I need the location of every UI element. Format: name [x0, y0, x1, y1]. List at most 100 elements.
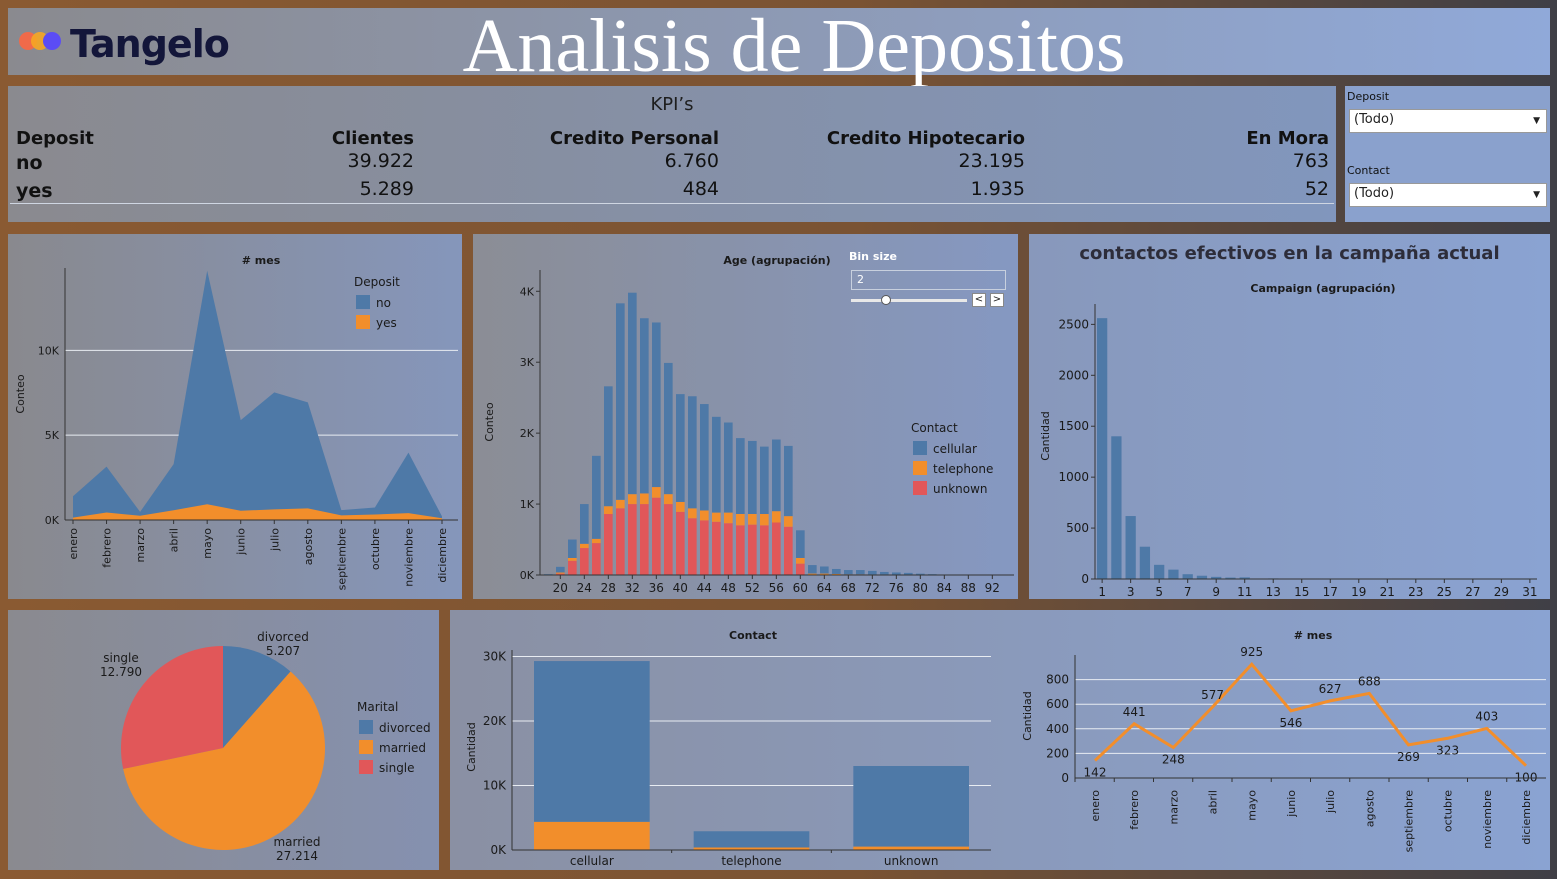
age-bar-cellular — [760, 446, 769, 514]
x-tick-label: 48 — [721, 581, 736, 595]
contact-filter-value: (Todo) — [1354, 186, 1395, 201]
age-bar-cellular — [628, 292, 637, 495]
y-tick-label: 3K — [520, 356, 535, 369]
next-icon[interactable]: > — [990, 293, 1004, 307]
y-axis-label: Cantidad — [465, 722, 478, 771]
age-bar-cellular — [916, 573, 925, 575]
x-tick-label: febrero — [101, 528, 114, 568]
contact-filter-select[interactable]: (Todo) ▼ — [1349, 183, 1547, 207]
age-bar-cellular — [868, 570, 877, 575]
kpi-row-label: yes — [16, 180, 53, 202]
pie-slice-name: married — [273, 835, 320, 849]
legend-swatch — [359, 740, 373, 754]
point-label: 269 — [1397, 750, 1420, 764]
x-tick-label: noviembre — [1481, 790, 1494, 849]
chart-title: # mes — [1294, 629, 1333, 642]
age-bar-telephone — [592, 538, 601, 544]
deposit-filter-select[interactable]: (Todo) ▼ — [1349, 109, 1547, 133]
campaign-bar — [1211, 576, 1222, 579]
x-tick-label: 84 — [937, 581, 952, 595]
age-bar-unknown — [664, 504, 673, 575]
x-tick-label: 28 — [601, 581, 616, 595]
age-bar-telephone — [760, 514, 769, 526]
age-bar-cellular — [808, 565, 817, 574]
x-tick-label: agosto — [302, 528, 315, 565]
pie-slice-name: divorced — [257, 630, 309, 644]
pie-slice-married — [123, 671, 325, 850]
point-label: 403 — [1475, 709, 1498, 723]
age-bar-telephone — [640, 493, 649, 505]
contact-bar-yes — [853, 846, 969, 850]
previous-icon[interactable]: < — [972, 293, 986, 307]
pie-slice-value: 5.207 — [266, 644, 300, 658]
logo-text: Tangelo — [70, 22, 230, 66]
x-tick-label: diciembre — [1520, 790, 1533, 845]
age-bar-cellular — [820, 566, 829, 574]
x-tick-label: 80 — [913, 581, 928, 595]
kpi-value: 23.195 — [958, 150, 1025, 172]
kpi-header-clientes: Clientes — [331, 128, 414, 149]
point-label: 441 — [1123, 705, 1146, 719]
bin-size-input[interactable]: 2 — [851, 270, 1006, 290]
bin-size-slider-track[interactable] — [851, 299, 967, 302]
x-tick-label: 25 — [1437, 585, 1452, 599]
y-tick-label: 800 — [1046, 673, 1069, 687]
y-tick-label: 1500 — [1058, 419, 1089, 433]
y-tick-label: 1K — [520, 498, 535, 511]
y-tick-label: 1000 — [1058, 470, 1089, 484]
contact-bar-no — [693, 831, 810, 848]
age-bar-cellular — [676, 394, 685, 502]
age-bar-telephone — [796, 557, 805, 564]
age-bar-unknown — [676, 511, 685, 575]
x-tick-label: abril — [1207, 790, 1220, 814]
age-bar-cellular — [784, 445, 793, 517]
age-bar-unknown — [724, 523, 733, 575]
bin-size-slider-handle[interactable] — [880, 295, 891, 305]
age-bar-telephone — [652, 487, 661, 498]
y-tick-label: 400 — [1046, 722, 1069, 736]
kpi-value: 1.935 — [970, 178, 1025, 200]
kpi-header-credito-personal: Credito Personal — [549, 128, 719, 149]
contact-bar-chart: Contact Cantidad 0K 10K 20K 30K cellular teleph… — [465, 629, 991, 868]
chevron-down-icon[interactable]: ▼ — [1533, 116, 1540, 126]
point-label: 323 — [1436, 743, 1459, 757]
x-tick-label: 29 — [1494, 585, 1509, 599]
x-tick-label: febrero — [1128, 790, 1141, 830]
age-bar-cellular — [640, 318, 649, 494]
x-tick-label: 21 — [1380, 585, 1395, 599]
chevron-down-icon[interactable]: ▼ — [1533, 190, 1540, 200]
pie-slice-value: 12.790 — [100, 665, 142, 679]
legend-label: single — [379, 761, 415, 775]
pie-slice-name: single — [103, 651, 139, 665]
point-label: 688 — [1358, 674, 1381, 688]
pie-slice-single — [120, 646, 223, 769]
chart-title: Age (agrupación) — [723, 254, 830, 267]
age-bar-telephone — [664, 494, 673, 505]
age-bar-cellular — [904, 572, 913, 575]
bin-size-label: Bin size — [849, 250, 897, 263]
pie-slice-value: 27.214 — [276, 849, 318, 863]
x-tick-label: 88 — [961, 581, 976, 595]
legend-swatch — [913, 481, 927, 495]
kpi-value: 52 — [1304, 178, 1329, 200]
age-bar-cellular — [724, 422, 733, 513]
age-bar-unknown — [628, 504, 637, 575]
age-bar-cellular — [856, 570, 865, 575]
legend-swatch — [359, 760, 373, 774]
legend-swatch — [913, 461, 927, 475]
y-tick-label: 0K — [520, 569, 535, 582]
kpi-header-en-mora: En Mora — [1246, 128, 1329, 149]
age-bar-unknown — [556, 573, 565, 575]
x-tick-label: 64 — [817, 581, 832, 595]
deposit-filter-label: Deposit — [1347, 90, 1390, 103]
kpi-header-credito-hipotecario: Credito Hipotecario — [826, 128, 1025, 149]
y-tick-label: 10K — [483, 778, 507, 792]
y-axis-label: Conteo — [483, 402, 496, 441]
x-tick-label: 56 — [769, 581, 784, 595]
age-bar-cellular — [844, 570, 853, 575]
x-tick-label: enero — [1089, 790, 1102, 822]
age-bar-cellular — [748, 440, 757, 514]
campaign-bar — [1239, 577, 1250, 579]
legend-title: Deposit — [354, 275, 400, 289]
x-tick-label: octubre — [369, 528, 382, 570]
